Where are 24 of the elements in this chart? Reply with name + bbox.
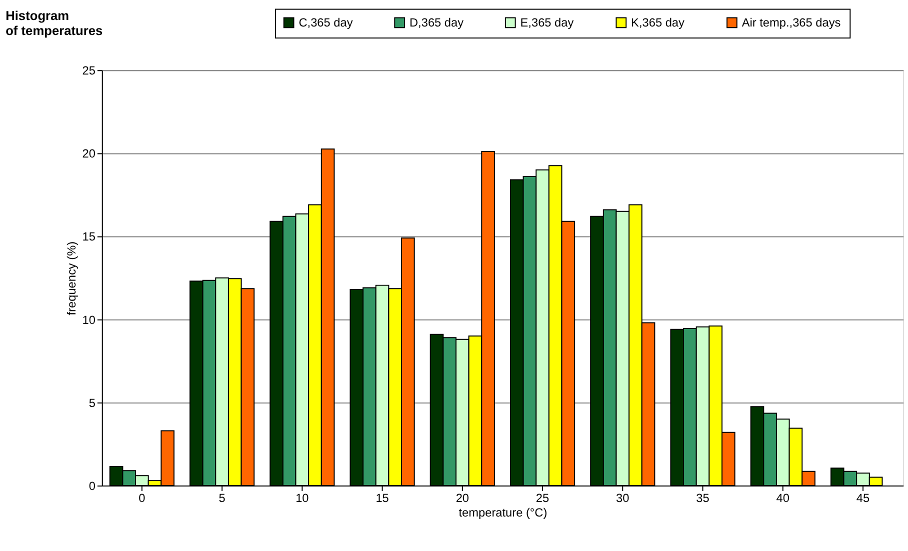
x-axis-title: temperature (°C) bbox=[458, 506, 548, 520]
y-tick-label: 20 bbox=[82, 146, 96, 161]
x-tick-label: 35 bbox=[696, 490, 710, 505]
legend-label: C,365 day bbox=[298, 16, 353, 30]
x-tick-label: 15 bbox=[376, 490, 390, 505]
legend-label: K,365 day bbox=[631, 16, 685, 30]
x-tick-label: 10 bbox=[296, 490, 310, 505]
y-tick-label: 25 bbox=[82, 64, 96, 78]
chart-title: Histogram of temperatures bbox=[6, 8, 103, 38]
y-tick-label: 0 bbox=[88, 479, 96, 493]
x-tick-label: 0 bbox=[138, 490, 146, 505]
x-tick-label: 5 bbox=[218, 490, 226, 505]
y-axis-title: frequency (%) bbox=[64, 241, 78, 316]
x-tick-label: 25 bbox=[536, 490, 550, 505]
y-tick-label: 15 bbox=[82, 230, 96, 244]
x-tick-label: 45 bbox=[856, 490, 870, 505]
x-tick-label: 30 bbox=[616, 490, 630, 505]
legend-label: D,365 day bbox=[409, 16, 464, 30]
legend-label: Air temp.,365 days bbox=[742, 16, 841, 30]
x-tick-label: 20 bbox=[456, 490, 470, 505]
y-tick-label: 10 bbox=[82, 312, 96, 327]
x-tick-label: 40 bbox=[776, 490, 790, 505]
legend-label: E,365 day bbox=[520, 16, 574, 30]
y-tick-label: 5 bbox=[88, 396, 96, 410]
